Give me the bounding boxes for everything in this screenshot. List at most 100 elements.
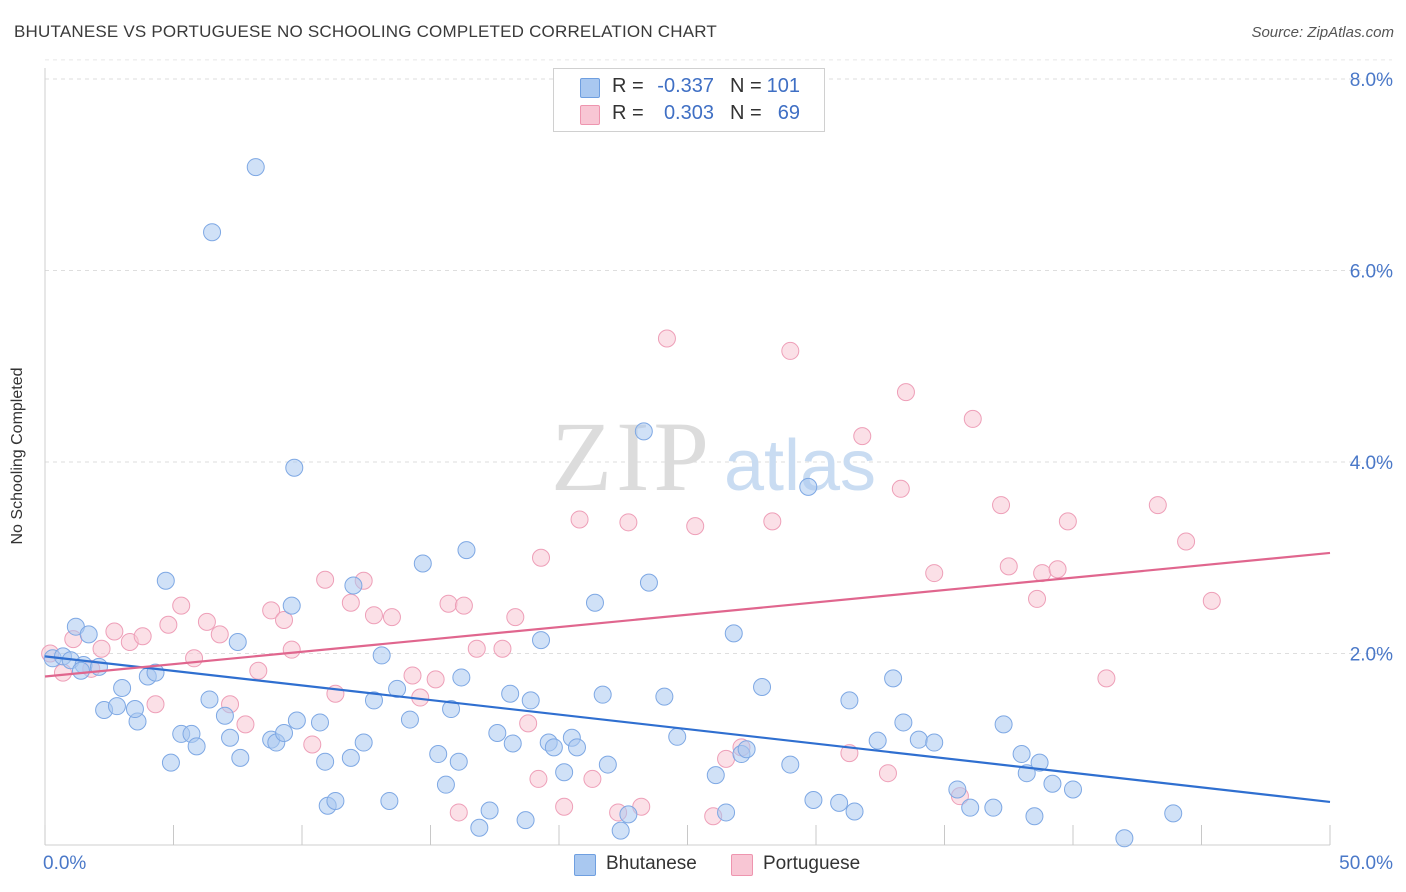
bhutanese-point <box>639 573 658 592</box>
bhutanese-point <box>341 748 360 767</box>
axes <box>44 68 1331 846</box>
bhutanese-point <box>372 646 391 665</box>
bhutanese-point <box>984 798 1003 817</box>
bhutanese-point <box>781 755 800 774</box>
bhutanese-point <box>79 625 98 644</box>
bhutanese-point <box>285 458 304 477</box>
source-credit: Source: ZipAtlas.com <box>1251 24 1394 41</box>
trend-lines <box>44 551 1331 804</box>
portuguese-point <box>999 557 1018 576</box>
bhutanese-point <box>480 801 499 820</box>
bhutanese-point <box>634 422 653 441</box>
bhutanese-point <box>925 733 944 752</box>
portuguese-point <box>657 329 676 348</box>
bhutanese-point <box>503 734 522 753</box>
bhutanese-point <box>449 752 468 771</box>
bhutanese-point <box>655 687 674 706</box>
bhutanese-point <box>287 711 306 730</box>
bhutanese-point <box>1064 780 1082 799</box>
portuguese-point <box>105 622 124 641</box>
portuguese-point <box>449 803 468 822</box>
bhutanese-point <box>187 737 206 756</box>
bhutanese-point <box>555 763 574 782</box>
bhutanese-point <box>161 753 180 772</box>
bhutanese-point <box>344 576 363 595</box>
bhutanese-point <box>501 684 520 703</box>
bhutanese-trend-line <box>44 655 1331 804</box>
portuguese-point <box>1058 512 1077 531</box>
bhutanese-point <box>354 733 373 752</box>
portuguese-point <box>853 427 872 446</box>
bhutanese-point <box>830 793 849 812</box>
portuguese-point <box>992 496 1011 515</box>
portuguese-point <box>763 512 782 531</box>
bhutanese-point <box>948 780 967 799</box>
portuguese-point <box>493 639 512 658</box>
bhutanese-point <box>1025 807 1044 826</box>
portuguese-point <box>529 769 548 788</box>
bhutanese-point <box>310 713 329 732</box>
legend-swatch-bhutanese <box>574 854 596 876</box>
legend-row-bhutanese: R = -0.337 N = 101 <box>554 74 824 100</box>
portuguese-trend-line <box>44 551 1331 678</box>
portuguese-point <box>717 749 736 768</box>
portuguese-point <box>275 610 294 629</box>
portuguese-point <box>619 513 638 532</box>
bhutanese-point <box>961 798 980 817</box>
bhutanese-point <box>457 541 476 560</box>
bhutanese-point <box>1164 804 1183 823</box>
portuguese-point <box>210 625 229 644</box>
bhutanese-point <box>532 631 551 650</box>
portuguese-point <box>426 670 445 689</box>
portuguese-point <box>262 601 281 620</box>
correlation-legend: R = -0.337 N = 101 R = 0.303 N = 69 <box>553 68 825 132</box>
portuguese-point <box>341 593 360 612</box>
bhutanese-point <box>840 691 859 710</box>
legend-r-value: -0.337 <box>657 75 714 97</box>
bhutanese-point <box>619 805 638 824</box>
bhutanese-point <box>706 766 725 785</box>
portuguese-point <box>439 594 458 613</box>
series-legend: Bhutanese Portuguese <box>0 852 1406 878</box>
portuguese-point <box>249 661 268 680</box>
legend-r-value: 0.303 <box>663 102 714 124</box>
portuguese-point <box>454 596 473 615</box>
portuguese-point <box>686 517 705 536</box>
portuguese-point <box>159 615 178 634</box>
portuguese-point <box>570 510 589 529</box>
portuguese-point <box>382 608 401 627</box>
bhutanese-point <box>452 668 471 687</box>
bhutanese-point <box>884 669 903 688</box>
bhutanese-point <box>611 821 630 840</box>
y-tick-label: 4.0% <box>1350 453 1393 474</box>
bhutanese-point <box>470 818 489 837</box>
bhutanese-point <box>544 738 563 757</box>
legend-r-label: R = <box>612 102 644 124</box>
portuguese-point <box>92 639 111 658</box>
bhutanese-point <box>231 748 250 767</box>
portuguese-point <box>925 564 944 583</box>
portuguese-point <box>506 608 525 627</box>
bhutanese-point <box>598 755 617 774</box>
y-tick-label: 2.0% <box>1350 645 1393 666</box>
bhutanese-point <box>228 633 247 652</box>
legend-swatch-bhutanese <box>580 78 600 98</box>
watermark-zip: ZIP <box>551 401 713 512</box>
bhutanese-point <box>1043 774 1062 793</box>
bhutanese-point <box>1030 753 1049 772</box>
bhutanese-point <box>203 223 222 242</box>
bhutanese-point <box>71 661 90 680</box>
legend-n-label: N = <box>730 75 762 97</box>
bhutanese-point <box>275 723 294 742</box>
bhutanese-point <box>909 730 928 749</box>
bhutanese-point <box>717 803 736 822</box>
portuguese-point <box>467 639 486 658</box>
watermark-atlas: atlas <box>724 426 876 506</box>
bhutanese-point <box>364 691 383 710</box>
bhutanese-point <box>567 738 586 757</box>
legend-label-portuguese: Portuguese <box>763 853 861 874</box>
bhutanese-point <box>429 745 448 764</box>
bhutanese-point <box>380 791 399 810</box>
bhutanese-point <box>593 685 612 704</box>
